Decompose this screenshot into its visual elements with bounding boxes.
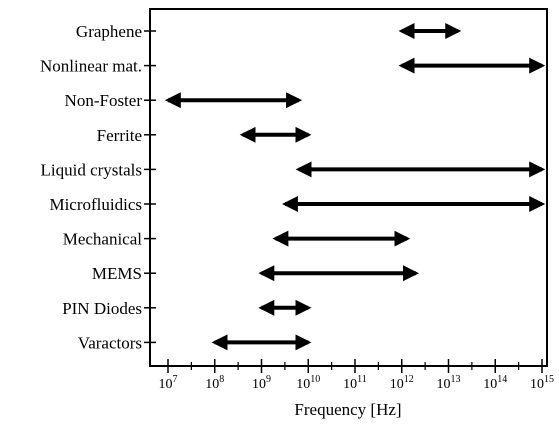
x-tick-base: 10: [159, 377, 173, 392]
x-tick-label: 108: [205, 374, 224, 392]
x-tick-exponent: 8: [219, 374, 224, 385]
plot-frame: [149, 8, 548, 367]
x-tick-base: 10: [483, 377, 497, 392]
x-axis-title: Frequency [Hz]: [294, 400, 401, 419]
category-label: Nonlinear mat.: [40, 57, 142, 76]
x-tick-exponent: 13: [451, 374, 461, 385]
x-tick-base: 10: [390, 377, 404, 392]
range-arrows: [164, 23, 546, 351]
x-tick-base: 10: [296, 377, 310, 392]
x-tick-base: 10: [252, 377, 266, 392]
x-tick-exponent: 14: [497, 374, 507, 385]
category-label: Non-Foster: [65, 91, 143, 110]
category-label: Graphene: [76, 22, 142, 41]
category-label: Liquid crystals: [40, 160, 142, 179]
category-label: Ferrite: [97, 126, 142, 145]
x-tick-exponent: 7: [173, 374, 178, 385]
category-label: MEMS: [92, 264, 142, 283]
x-tick-label: 1012: [390, 374, 414, 392]
x-tick-exponent: 11: [357, 374, 367, 385]
x-tick-label: 1010: [296, 374, 320, 392]
x-tick-base: 10: [205, 377, 219, 392]
x-tick-base: 10: [437, 377, 451, 392]
category-label: Mechanical: [63, 230, 143, 249]
x-tick-label: 107: [159, 374, 178, 392]
x-tick-label: 1011: [343, 374, 367, 392]
x-tick-base: 10: [343, 377, 357, 392]
x-tick-label: 109: [252, 374, 271, 392]
x-axis-ticks: [167, 359, 543, 373]
category-label: Varactors: [78, 333, 142, 352]
x-tick-exponent: 9: [266, 374, 271, 385]
y-axis-ticks: [144, 30, 156, 344]
x-tick-label: 1013: [437, 374, 461, 392]
x-tick-base: 10: [530, 377, 544, 392]
x-axis-tick-labels: 107 108 109 1010 1011 1012 1013 1014 1015: [159, 374, 555, 392]
category-label: PIN Diodes: [62, 299, 142, 318]
x-tick-exponent: 12: [404, 374, 414, 385]
category-label: Microfluidics: [49, 195, 142, 214]
x-tick-exponent: 10: [310, 374, 320, 385]
x-tick-label: 1014: [483, 374, 507, 392]
x-tick-label: 1015: [530, 374, 554, 392]
y-axis-category-labels: Graphene Nonlinear mat. Non-Foster Ferrite L…: [40, 22, 142, 352]
x-tick-exponent: 15: [544, 374, 554, 385]
